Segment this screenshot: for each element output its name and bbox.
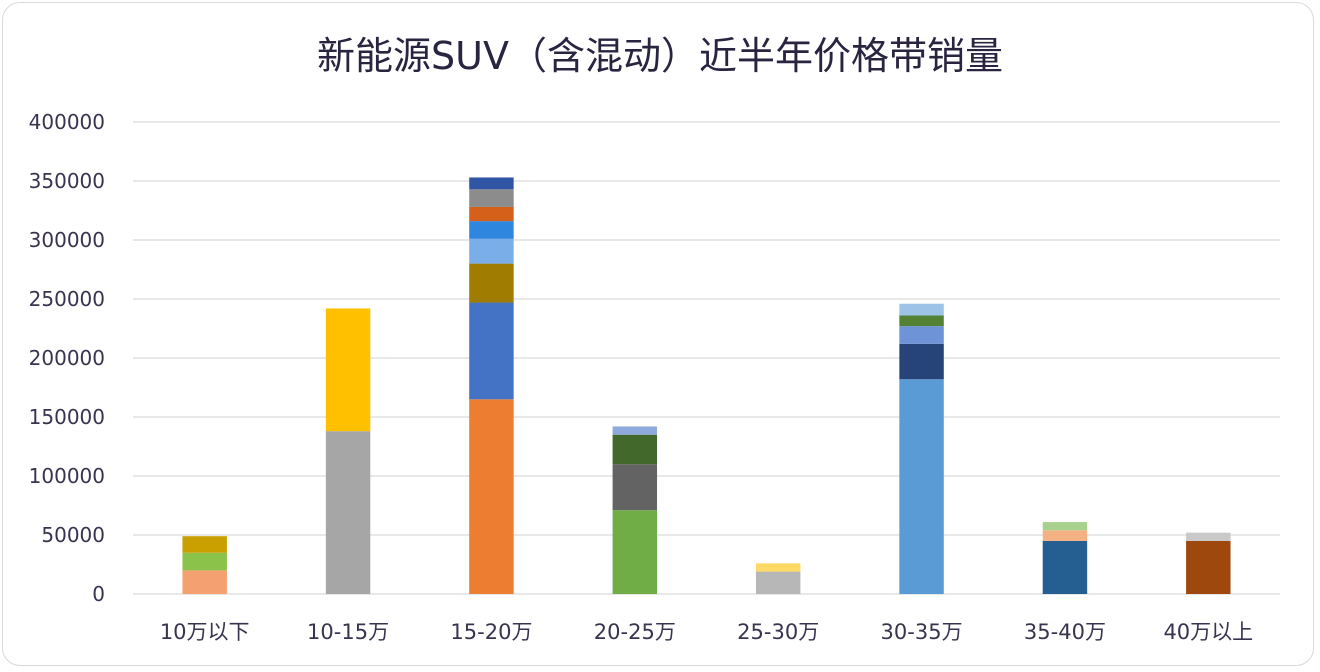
bar-segment [755, 563, 801, 572]
bar-segment [469, 221, 514, 239]
bar-segment [182, 552, 227, 571]
bar-segment [612, 434, 658, 465]
bar-segment [899, 343, 944, 380]
bar-segment [899, 326, 944, 344]
bar-segment [469, 189, 514, 207]
bar-segment [469, 263, 514, 303]
bar-stack [469, 177, 514, 594]
bar-segment [325, 308, 371, 432]
bar-segment [325, 431, 371, 594]
bar-segment [469, 206, 514, 222]
bar-segment [899, 303, 944, 316]
bar-segment [469, 238, 514, 264]
x-tick-label: 15-20万 [450, 620, 532, 644]
bar-segment [612, 464, 658, 511]
x-axis-ticks: 10万以下 10-15万 15-20万 20-25万 25-30万 30-35万 35-40… [160, 620, 1253, 644]
bar-segment [1186, 532, 1231, 541]
chart-title: 新能源SUV（含混动）近半年价格带销量 [317, 34, 1003, 78]
gridlines [133, 121, 1280, 595]
x-tick-label: 25-30万 [737, 620, 819, 644]
x-tick-label: 35-40万 [1024, 620, 1106, 644]
bar-stack [899, 303, 944, 594]
x-tick-label: 20-25万 [594, 620, 676, 644]
y-tick-label: 50000 [41, 523, 105, 547]
bar-segment [899, 379, 944, 594]
bar-segment [612, 426, 658, 435]
y-tick-label: 300000 [29, 228, 105, 252]
y-axis-ticks: 0 50000 100000 150000 200000 250000 300000 3500… [29, 110, 105, 606]
bar-segment [612, 510, 658, 594]
x-tick-label: 10万以下 [160, 620, 250, 644]
bar-segment [1186, 540, 1231, 594]
x-tick-label: 40万以上 [1163, 620, 1253, 644]
bar-segment [182, 536, 227, 553]
bar-stack [1042, 522, 1088, 594]
bar-stack [325, 308, 371, 594]
y-tick-label: 100000 [29, 464, 105, 488]
y-tick-label: 350000 [29, 169, 105, 193]
bar-segment [899, 315, 944, 327]
bar-segment [182, 570, 227, 594]
x-tick-label: 10-15万 [307, 620, 389, 644]
bar-stack [182, 536, 227, 594]
bar-segment [1042, 540, 1088, 594]
bars [182, 177, 1231, 594]
y-tick-label: 150000 [29, 405, 105, 429]
bar-segment [469, 177, 514, 190]
bar-stack [1186, 532, 1231, 594]
bar-segment [469, 302, 514, 400]
bar-stack [612, 426, 658, 594]
y-tick-label: 400000 [29, 110, 105, 134]
y-tick-label: 250000 [29, 287, 105, 311]
bar-segment [469, 399, 514, 594]
bar-segment [1042, 522, 1088, 531]
bar-segment [755, 571, 801, 594]
y-tick-label: 200000 [29, 346, 105, 370]
y-tick-label: 0 [92, 582, 105, 606]
bar-stack [755, 563, 801, 594]
x-tick-label: 30-35万 [881, 620, 963, 644]
bar-segment [1042, 530, 1088, 541]
